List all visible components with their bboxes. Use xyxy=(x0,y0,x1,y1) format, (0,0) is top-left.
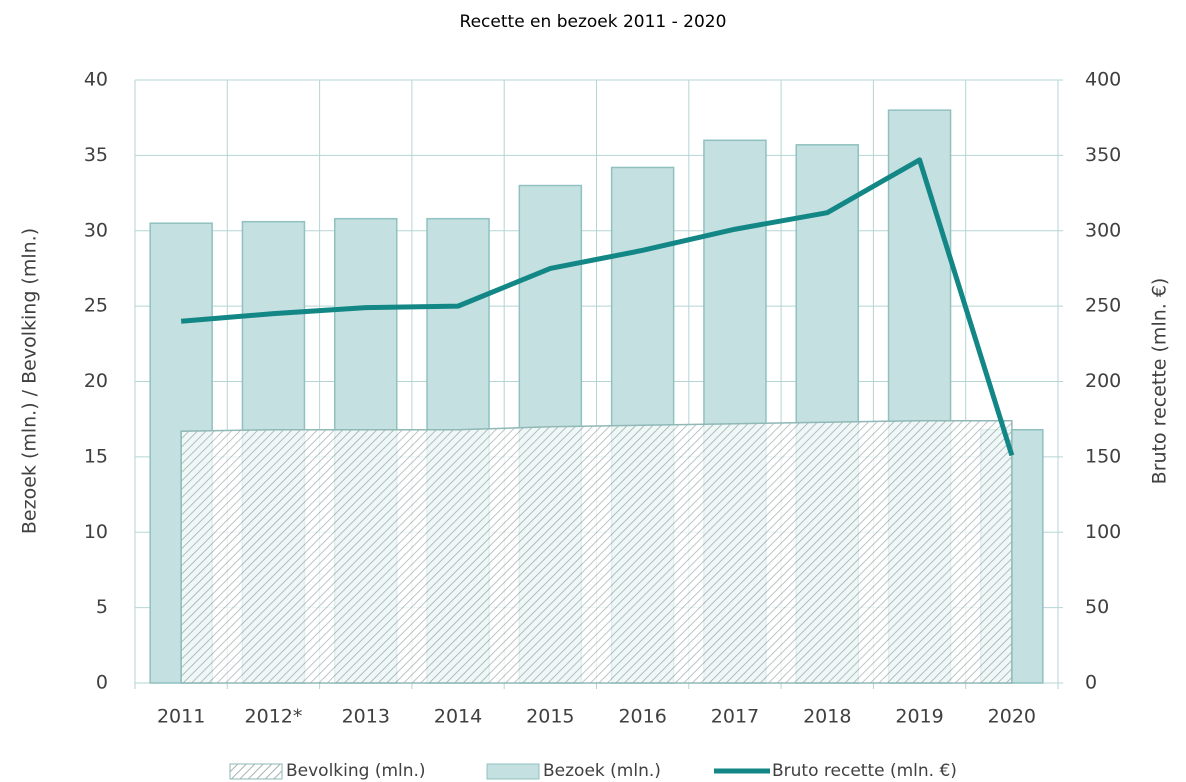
y2-tick-label: 350 xyxy=(1085,144,1121,166)
legend-label: Bruto recette (mln. €) xyxy=(772,761,957,781)
y-tick-label: 25 xyxy=(84,295,108,317)
legend-label: Bezoek (mln.) xyxy=(543,761,661,781)
y2-tick-label: 100 xyxy=(1085,521,1121,543)
y-tick-label: 40 xyxy=(84,69,108,91)
y-tick-label: 30 xyxy=(84,219,108,241)
x-tick-label: 2020 xyxy=(988,706,1036,728)
y-tick-label: 5 xyxy=(96,596,108,618)
line xyxy=(180,157,1015,457)
x-tick-label: 2013 xyxy=(342,706,390,728)
area xyxy=(180,419,1013,684)
y2-tick-label: 200 xyxy=(1085,370,1121,392)
y-tick-label: 10 xyxy=(84,521,108,543)
y2-tick-label: 50 xyxy=(1085,596,1109,618)
y-axis-title: Bezoek (mln.) / Bevolking (mln.) xyxy=(19,228,41,534)
y-tick-label: 35 xyxy=(84,144,108,166)
x-tick-label: 2011 xyxy=(157,706,205,728)
y2-tick-label: 400 xyxy=(1085,69,1121,91)
y2-tick-label: 0 xyxy=(1085,672,1097,694)
chart-title: Recette en bezoek 2011 - 2020 xyxy=(460,12,727,32)
legend-swatch xyxy=(486,763,540,780)
x-tick-label: 2014 xyxy=(434,706,482,728)
y-tick-label: 15 xyxy=(84,445,108,467)
y-tick-label: 20 xyxy=(84,370,108,392)
y2-tick-label: 300 xyxy=(1085,219,1121,241)
y2-tick-label: 150 xyxy=(1085,445,1121,467)
x-tick-label: 2017 xyxy=(711,706,759,728)
legend-swatch xyxy=(229,763,283,780)
x-tick-label: 2019 xyxy=(895,706,943,728)
x-tick-label: 2016 xyxy=(618,706,666,728)
x-tick-label: 2012* xyxy=(245,706,303,728)
x-tick-label: 2018 xyxy=(803,706,851,728)
x-tick-label: 2015 xyxy=(526,706,574,728)
y2-axis-title: Bruto recette (mln. €) xyxy=(1149,278,1171,485)
y-tick-label: 0 xyxy=(96,672,108,694)
y2-tick-label: 250 xyxy=(1085,295,1121,317)
legend-label: Bevolking (mln.) xyxy=(286,761,426,781)
